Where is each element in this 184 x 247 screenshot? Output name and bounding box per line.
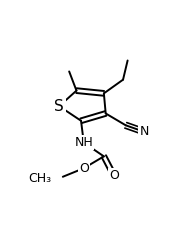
Text: N: N bbox=[139, 125, 149, 138]
Text: NH: NH bbox=[74, 136, 93, 149]
Text: O: O bbox=[109, 169, 119, 182]
Text: S: S bbox=[54, 99, 64, 114]
Text: CH₃: CH₃ bbox=[29, 172, 52, 185]
Text: O: O bbox=[79, 162, 89, 175]
